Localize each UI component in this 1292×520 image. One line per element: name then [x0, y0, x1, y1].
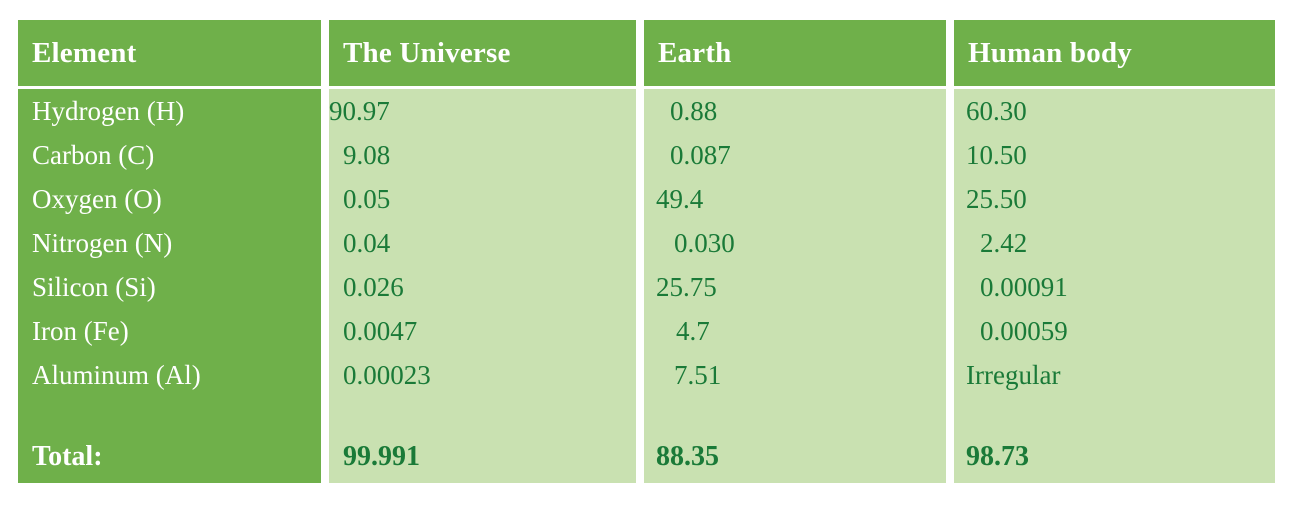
total-universe: 99.991 [325, 411, 644, 483]
table-row: Carbon (C) 9.08 0.087 10.50 [18, 133, 1275, 177]
cell-universe: 0.05 [325, 177, 644, 221]
table-row: Nitrogen (N) 0.04 0.030 2.42 [18, 221, 1275, 265]
column-header-element: Element [18, 20, 329, 89]
table-row: Oxygen (O) 0.05 49.4 25.50 [18, 177, 1275, 221]
cell-human: 2.42 [950, 221, 1275, 265]
spacer-cell [950, 397, 1275, 411]
table-row: Silicon (Si) 0.026 25.75 0.00091 [18, 265, 1275, 309]
table-body: Hydrogen (H) 90.97 0.88 60.30 Carbon (C) 9.08… [18, 87, 1275, 483]
spacer-cell [640, 397, 954, 411]
total-row: Total: 99.991 88.35 98.73 [18, 411, 1275, 483]
total-human: 98.73 [950, 411, 1275, 483]
spacer-cell [18, 397, 329, 411]
cell-earth: 49.4 [640, 177, 954, 221]
cell-element: Oxygen (O) [18, 177, 329, 221]
cell-element: Nitrogen (N) [18, 221, 329, 265]
total-label: Total: [18, 411, 329, 483]
cell-human: 10.50 [950, 133, 1275, 177]
cell-human: 0.00059 [950, 309, 1275, 353]
cell-earth: 4.7 [640, 309, 954, 353]
cell-universe: 90.97 [325, 87, 644, 133]
cell-universe: 0.04 [325, 221, 644, 265]
cell-element: Aluminum (Al) [18, 353, 329, 397]
cell-universe: 9.08 [325, 133, 644, 177]
table-row: Iron (Fe) 0.0047 4.7 0.00059 [18, 309, 1275, 353]
cell-universe: 0.0047 [325, 309, 644, 353]
cell-human: 25.50 [950, 177, 1275, 221]
cell-element: Silicon (Si) [18, 265, 329, 309]
cell-element: Hydrogen (H) [18, 87, 329, 133]
table-container: Element The Universe Earth Human body Hy… [18, 20, 1275, 483]
cell-element: Iron (Fe) [18, 309, 329, 353]
total-row-spacer [18, 397, 1275, 411]
column-header-human-body: Human body [950, 20, 1275, 89]
table-header: Element The Universe Earth Human body [18, 20, 1275, 89]
cell-earth: 0.88 [640, 87, 954, 133]
cell-human: 60.30 [950, 87, 1275, 133]
header-row: Element The Universe Earth Human body [18, 20, 1275, 89]
column-header-universe: The Universe [325, 20, 644, 89]
cell-universe: 0.026 [325, 265, 644, 309]
table-row: Aluminum (Al) 0.00023 7.51 Irregular [18, 353, 1275, 397]
cell-earth: 7.51 [640, 353, 954, 397]
cell-earth: 0.087 [640, 133, 954, 177]
cell-earth: 25.75 [640, 265, 954, 309]
total-earth: 88.35 [640, 411, 954, 483]
cell-universe: 0.00023 [325, 353, 644, 397]
cell-element: Carbon (C) [18, 133, 329, 177]
elemental-abundance-table: Element The Universe Earth Human body Hy… [18, 20, 1275, 483]
cell-human: 0.00091 [950, 265, 1275, 309]
cell-earth: 0.030 [640, 221, 954, 265]
cell-human: Irregular [950, 353, 1275, 397]
spacer-cell [325, 397, 644, 411]
table-row: Hydrogen (H) 90.97 0.88 60.30 [18, 87, 1275, 133]
column-header-earth: Earth [640, 20, 954, 89]
